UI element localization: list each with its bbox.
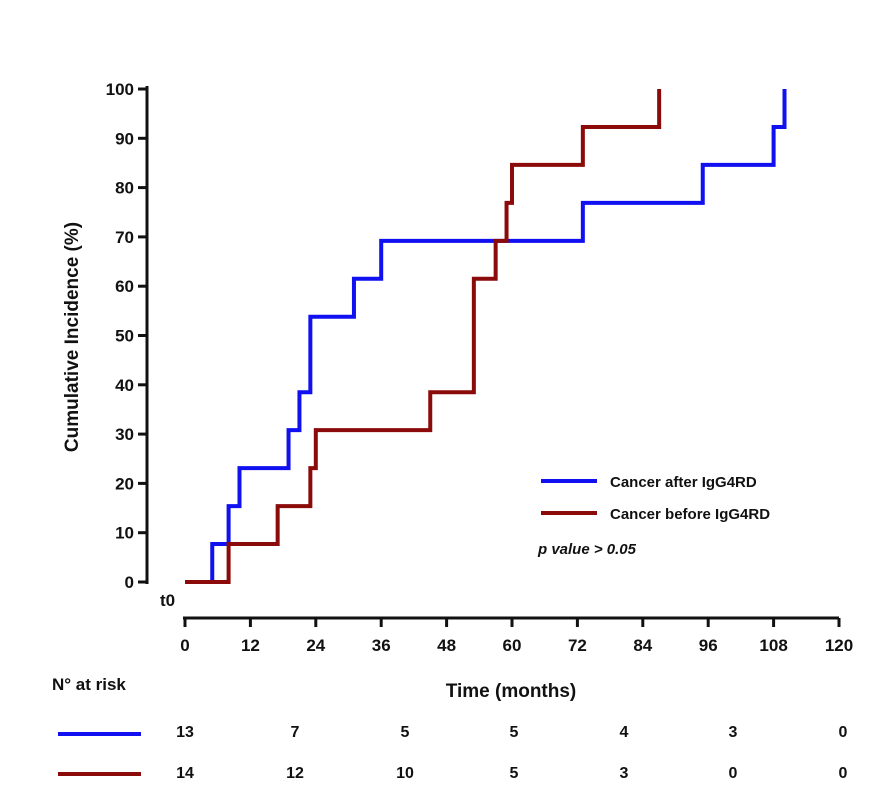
x-axis: 0 12 24 36 48 60 72 84 96 108 120 Time (months) t0	[160, 591, 853, 702]
x-tick-label: 12	[241, 636, 260, 655]
x-tick-label: 96	[699, 636, 718, 655]
legend: Cancer after IgG4RD Cancer before IgG4RD…	[537, 474, 770, 558]
t0-label: t0	[160, 591, 175, 610]
risk-value: 0	[729, 765, 738, 782]
risk-value: 0	[839, 724, 848, 741]
risk-value: 5	[510, 765, 519, 782]
series-line-after	[185, 89, 787, 584]
x-tick-label: 0	[180, 636, 189, 655]
risk-value: 3	[729, 724, 738, 741]
y-axis-title: Cumulative Incidence (%)	[62, 222, 83, 452]
risk-value: 5	[510, 724, 519, 741]
x-tick-label: 120	[825, 636, 853, 655]
y-tick-label: 50	[115, 327, 134, 346]
risk-value: 14	[176, 765, 194, 782]
risk-value: 0	[839, 765, 848, 782]
risk-value: 13	[176, 724, 194, 741]
series-line-before	[185, 89, 662, 584]
x-axis-title: Time (months)	[446, 681, 577, 702]
x-ticks: 0 12 24 36 48 60 72 84 96 108 120	[180, 618, 853, 655]
risk-value: 10	[396, 765, 414, 782]
x-tick-label: 108	[759, 636, 787, 655]
y-axis: 0 10 20 30 40 50 60 70 80 90 100 Cumulative Incide…	[62, 80, 149, 592]
y-tick-label: 10	[115, 524, 134, 543]
legend-label-before: Cancer before IgG4RD	[610, 506, 770, 523]
y-tick-label: 70	[115, 228, 134, 247]
legend-label-after: Cancer after IgG4RD	[610, 474, 757, 491]
y-tick-label: 60	[115, 277, 134, 296]
x-tick-label: 60	[503, 636, 522, 655]
risk-values: 13 7 5 5 4 3 0 14 12 10 5 3 0 0	[176, 724, 847, 782]
x-tick-label: 36	[372, 636, 391, 655]
y-tick-label: 90	[115, 129, 134, 148]
plot-curves	[185, 89, 787, 584]
risk-value: 7	[291, 724, 300, 741]
y-tick-label: 40	[115, 376, 134, 395]
y-ticks: 0 10 20 30 40 50 60 70 80 90 100	[106, 80, 147, 592]
risk-table-title: N° at risk	[52, 675, 126, 694]
x-tick-label: 84	[633, 636, 652, 655]
y-tick-label: 100	[106, 80, 134, 99]
p-value-annotation: p value > 0.05	[537, 541, 637, 558]
y-tick-label: 20	[115, 474, 134, 493]
risk-value: 12	[286, 765, 304, 782]
risk-value: 4	[620, 724, 629, 741]
y-tick-label: 30	[115, 425, 134, 444]
risk-value: 3	[620, 765, 629, 782]
y-tick-label: 0	[125, 573, 134, 592]
y-tick-label: 80	[115, 179, 134, 198]
risk-table: N° at risk 13 7 5 5 4 3 0 14 12 10 5 3 0 0	[52, 675, 848, 782]
x-tick-label: 72	[568, 636, 587, 655]
x-tick-label: 24	[306, 636, 325, 655]
risk-value: 5	[401, 724, 410, 741]
x-tick-label: 48	[437, 636, 456, 655]
